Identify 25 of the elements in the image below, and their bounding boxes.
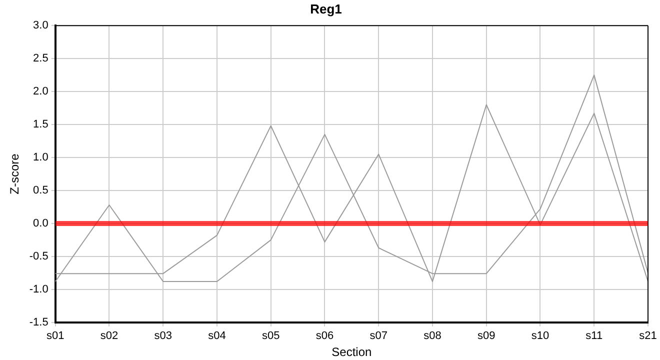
x-tick-label: s11 (586, 330, 603, 342)
x-axis-title: Section (332, 345, 372, 360)
x-tick-label: s01 (46, 330, 64, 342)
x-tick-label: s03 (154, 330, 172, 342)
x-tick-label: s08 (424, 330, 442, 342)
y-axis-title: Z-score (8, 153, 22, 194)
x-tick-label: s07 (370, 330, 388, 342)
x-tick-label: s06 (316, 330, 334, 342)
y-tick-label: 2.5 (33, 52, 48, 65)
y-tick-label: 0.5 (33, 184, 48, 197)
x-tick-label: s05 (262, 330, 280, 342)
y-tick-label: -1.5 (29, 316, 48, 328)
y-tick-label: -0.5 (29, 250, 48, 262)
y-tick-label: 1.5 (33, 118, 48, 131)
y-tick-label: -1.0 (29, 283, 48, 296)
x-tick-label: s02 (100, 330, 118, 342)
chart-title: Reg1 (310, 1, 342, 16)
x-tick-label: s09 (477, 330, 496, 342)
y-tick-label: 0.0 (33, 218, 48, 230)
x-tick-label: s04 (208, 330, 226, 342)
y-tick-label: 2.0 (33, 86, 48, 98)
y-tick-label: 3.0 (33, 20, 48, 32)
x-tick-label: s21 (639, 330, 657, 342)
x-tick-label: s10 (531, 330, 550, 342)
y-tick-label: 1.0 (33, 152, 48, 164)
